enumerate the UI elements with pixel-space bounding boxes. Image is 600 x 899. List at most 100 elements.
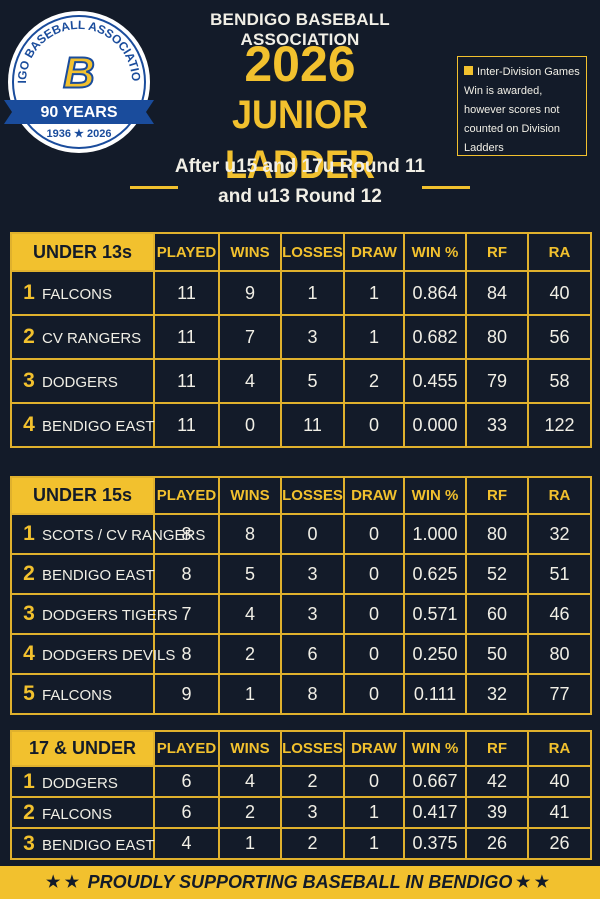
team-cell: 3 BENDIGO EAST [10, 827, 155, 860]
stat-cell: 1 [280, 270, 345, 316]
stat-cell: 39 [465, 796, 529, 829]
table-title: UNDER 15s [10, 476, 155, 515]
stat-cell: 6 [153, 765, 220, 798]
stat-cell: 8 [218, 513, 282, 555]
team-name: BENDIGO EAST [42, 418, 155, 435]
rank: 2 [23, 325, 35, 348]
stat-cell: 1 [218, 673, 282, 715]
stat-cell: 5 [280, 358, 345, 404]
stat-cell: 32 [527, 513, 592, 555]
stat-cell: 1 [343, 827, 405, 860]
team-cell: 3 DODGERS [10, 358, 155, 404]
stat-cell: 8 [153, 513, 220, 555]
stat-cell: 0 [343, 402, 405, 448]
ladder-table: UNDER 15s PLAYED WINS LOSSES DRAW WIN % RF RA 1 S… [10, 476, 592, 715]
rank: 4 [23, 413, 35, 436]
note-label: Inter-Division Games [477, 66, 580, 78]
stat-cell: 4 [153, 827, 220, 860]
column-header: RA [527, 232, 592, 272]
logo-ring [12, 15, 146, 149]
stat-cell: 3 [280, 314, 345, 360]
stat-cell: 0.571 [403, 593, 467, 635]
stat-cell: 0 [343, 673, 405, 715]
team-name: BENDIGO EAST [42, 836, 155, 854]
team-row: 1 FALCONS 11 9 1 1 0.864 84 40 [10, 270, 592, 316]
decor: ★ ★ [516, 874, 550, 891]
swatch [464, 66, 473, 75]
rank: 1 [23, 281, 35, 304]
team-row: 4 DODGERS DEVILS 8 2 6 0 0.250 50 80 [10, 633, 592, 675]
rank: 3 [23, 369, 35, 392]
team-row: 3 BENDIGO EAST 4 1 2 1 0.375 26 26 [10, 827, 592, 860]
stat-cell: 0.864 [403, 270, 467, 316]
stat-cell: 0.417 [403, 796, 467, 829]
stat-cell: 0 [343, 765, 405, 798]
stat-cell: 1 [343, 270, 405, 316]
stat-cell: 79 [465, 358, 529, 404]
stat-cell: 1 [343, 796, 405, 829]
ladder-table: 17 & UNDER PLAYED WINS LOSSES DRAW WIN % RF RA 1… [10, 730, 592, 860]
stat-cell: 0 [218, 402, 282, 448]
stat-cell: 0.455 [403, 358, 467, 404]
team-name: DODGERS [42, 774, 118, 792]
logo: BENDIGO BASEBALL ASSOCIATION INC. B 90 Y… [4, 8, 154, 153]
stat-cell: 7 [153, 593, 220, 635]
team-name: DODGERS TIGERS [42, 607, 178, 624]
team-cell: 1 FALCONS [10, 270, 155, 316]
stat-cell: 80 [527, 633, 592, 675]
stat-cell: 0.667 [403, 765, 467, 798]
stat-cell: 60 [465, 593, 529, 635]
stat-cell: 2 [218, 796, 282, 829]
header-row: UNDER 15s PLAYED WINS LOSSES DRAW WIN % RF RA [10, 476, 592, 515]
team-cell: 5 FALCONS [10, 673, 155, 715]
team-cell: 1 DODGERS [10, 765, 155, 798]
stat-cell: 51 [527, 553, 592, 595]
rank: 4 [23, 642, 35, 665]
team-cell: 2 FALCONS [10, 796, 155, 829]
team-cell: 2 CV RANGERS [10, 314, 155, 360]
stat-cell: 84 [465, 270, 529, 316]
note-text: Win is awarded, however scores not count… [464, 85, 561, 154]
logo-years: 1936 ★ 2026 [47, 128, 112, 140]
stat-cell: 0 [343, 593, 405, 635]
stat-cell: 122 [527, 402, 592, 448]
column-header: RF [465, 730, 529, 767]
stat-cell: 7 [218, 314, 282, 360]
year: 2026 [244, 36, 356, 92]
stat-cell: 52 [465, 553, 529, 595]
rule [130, 186, 178, 189]
footer: ★ ★ PROUDLY SUPPORTING BASEBALL IN BENDI… [0, 866, 600, 899]
stat-cell: 50 [465, 633, 529, 675]
team-cell: 2 BENDIGO EAST [10, 553, 155, 595]
column-header: LOSSES [280, 232, 345, 272]
team-cell: 4 BENDIGO EAST [10, 402, 155, 448]
stat-cell: 0.000 [403, 402, 467, 448]
rank: 5 [23, 682, 35, 705]
team-row: 4 BENDIGO EAST 11 0 11 0 0.000 33 122 [10, 402, 592, 448]
team-row: 5 FALCONS 9 1 8 0 0.111 32 77 [10, 673, 592, 715]
column-header: PLAYED [153, 730, 220, 767]
team-cell: 1 SCOTS / CV RANGERS [10, 513, 205, 555]
stat-cell: 80 [465, 314, 529, 360]
stat-cell: 42 [465, 765, 529, 798]
subtitle: After u15 and 17u Round 11 [174, 156, 426, 177]
rank: 1 [23, 769, 35, 793]
table-title: UNDER 13s [10, 232, 155, 272]
column-header: WINS [218, 730, 282, 767]
stat-cell: 3 [280, 553, 345, 595]
stat-cell: 0.682 [403, 314, 467, 360]
stat-cell: 33 [465, 402, 529, 448]
stat-cell: 6 [280, 633, 345, 675]
stat-cell: 9 [218, 270, 282, 316]
title: JUNIOR LADDER [224, 93, 375, 187]
stat-cell: 0 [343, 513, 405, 555]
org-name: BENDIGO BASEBALL ASSOCIATION [210, 10, 390, 49]
column-header: DRAW [343, 730, 405, 767]
stat-cell: 1 [343, 314, 405, 360]
stat-cell: 11 [153, 402, 220, 448]
team-name: CV RANGERS [42, 330, 142, 347]
stat-cell: 11 [153, 314, 220, 360]
team-row: 2 CV RANGERS 11 7 3 1 0.682 80 56 [10, 314, 592, 360]
column-header: WIN % [403, 476, 467, 515]
